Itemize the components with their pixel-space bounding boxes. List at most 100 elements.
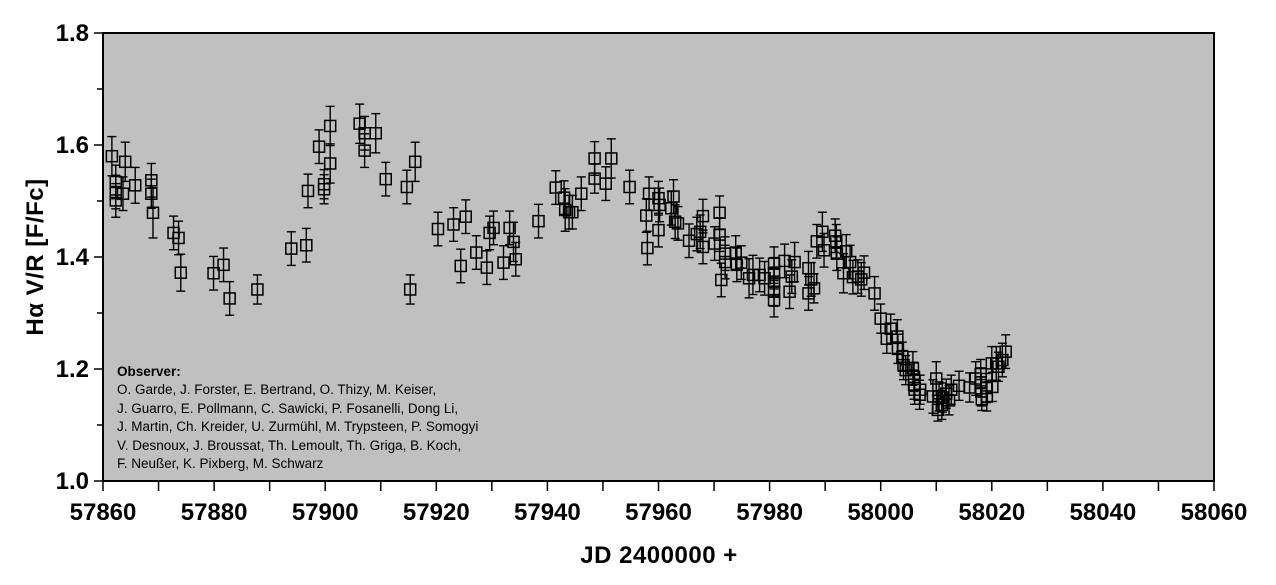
data-point-marker	[693, 225, 707, 239]
data-point-marker	[830, 235, 843, 248]
x-tick-label: 58040	[1070, 499, 1137, 526]
data-point-marker	[557, 191, 571, 204]
data-point-marker	[105, 149, 119, 163]
data-point-marker	[667, 190, 680, 203]
data-point-marker	[641, 241, 654, 255]
data-point-marker	[301, 184, 315, 198]
data-point-marker	[109, 175, 123, 189]
data-point-marker	[767, 293, 781, 307]
data-point-marker	[470, 246, 483, 259]
observer-heading: Observer:	[117, 364, 181, 379]
data-point-marker	[652, 191, 665, 205]
data-point-marker	[837, 266, 850, 280]
plot-area	[102, 32, 1215, 482]
x-tick-label: 58060	[1181, 499, 1248, 526]
data-point-marker	[623, 180, 636, 194]
x-tick-label: 57940	[514, 499, 581, 526]
x-tick-label: 57880	[181, 499, 248, 526]
data-point-marker	[788, 255, 801, 269]
observer-annotation: Observer: O. Garde, J. Forster, E. Bertr…	[117, 363, 478, 473]
data-point-marker	[713, 228, 726, 241]
data-point-marker	[532, 214, 545, 228]
data-point-marker	[936, 391, 949, 404]
data-point-marker	[109, 194, 123, 207]
x-tick-label: 58020	[958, 499, 1025, 526]
data-point-marker	[145, 187, 158, 200]
x-tick-label: 57980	[736, 499, 803, 526]
data-point-marker	[172, 231, 185, 245]
x-tick-label: 57960	[625, 499, 692, 526]
data-point-marker	[767, 266, 781, 280]
data-point-marker	[109, 185, 123, 199]
data-point-marker	[913, 383, 927, 396]
data-point-marker	[986, 380, 999, 394]
data-point-marker	[884, 322, 897, 335]
data-point-marker	[507, 235, 520, 249]
observer-line: F. Neußer, K. Pixberg, M. Schwarz	[117, 456, 324, 472]
data-point-marker	[459, 210, 472, 223]
data-point-marker	[855, 273, 868, 286]
y-tick-label: 1.6	[56, 132, 89, 159]
data-point-marker	[145, 174, 158, 187]
observer-lines: O. Garde, J. Forster, E. Bertrand, O. Th…	[117, 381, 478, 473]
data-point-marker	[174, 266, 188, 279]
data-point-marker	[992, 360, 1005, 374]
data-point-marker	[785, 270, 799, 283]
data-point-marker	[116, 187, 130, 200]
data-point-marker	[906, 362, 920, 375]
x-tick-label: 58000	[847, 499, 914, 526]
data-point-marker	[588, 152, 601, 165]
data-point-marker	[207, 266, 220, 280]
data-point-marker	[805, 273, 818, 286]
data-point-marker	[640, 209, 653, 222]
data-point-marker	[868, 287, 881, 300]
data-point-marker	[403, 283, 417, 296]
data-point-marker	[566, 205, 579, 219]
data-point-marker	[690, 227, 704, 241]
data-point-marker	[816, 225, 829, 239]
data-point-marker	[642, 187, 656, 200]
y-tick-label: 1.8	[56, 20, 89, 47]
data-point-marker	[369, 126, 383, 140]
data-point-marker	[891, 330, 904, 343]
data-point-marker	[668, 215, 682, 228]
data-point-marker	[503, 221, 516, 235]
data-point-marker	[312, 140, 326, 153]
data-point-marker	[487, 221, 500, 235]
x-axis-title: JD 2400000 +	[580, 542, 738, 569]
data-point-marker	[896, 350, 909, 363]
y-tick-label: 1.0	[56, 468, 89, 495]
observer-line: V. Desnoux, J. Broussat, Th. Lemoult, Th…	[117, 437, 462, 453]
x-tick-label: 57920	[403, 499, 470, 526]
data-point-marker	[497, 256, 510, 269]
observer-line: O. Garde, J. Forster, E. Bertrand, O. Th…	[117, 382, 437, 398]
data-point-marker	[223, 292, 236, 305]
data-point-marker	[605, 152, 618, 165]
data-point-marker	[509, 252, 522, 266]
data-point-marker	[767, 285, 781, 298]
data-point-marker	[379, 172, 392, 186]
y-tick-label: 1.4	[56, 244, 90, 271]
data-point-marker	[715, 273, 728, 287]
x-tick-label: 57860	[70, 499, 137, 526]
data-point-marker	[431, 222, 445, 236]
data-point-marker	[696, 209, 710, 223]
data-point-marker	[665, 202, 678, 215]
data-point-marker	[251, 283, 264, 296]
data-point-marker	[930, 372, 943, 385]
data-point-marker	[730, 258, 744, 272]
data-point-marker	[128, 179, 142, 192]
data-point-marker	[857, 266, 871, 279]
data-point-marker	[671, 217, 685, 230]
data-point-marker	[408, 155, 422, 169]
observer-line: J. Guarro, E. Pollmann, C. Sawicki, P. F…	[117, 400, 459, 416]
data-point-marker	[599, 177, 612, 190]
data-point-marker	[217, 258, 230, 272]
data-point-marker	[999, 345, 1012, 358]
data-point-marker	[817, 244, 831, 257]
data-point-marker	[767, 275, 781, 288]
data-point-marker	[400, 180, 414, 194]
data-point-marker	[907, 370, 921, 384]
